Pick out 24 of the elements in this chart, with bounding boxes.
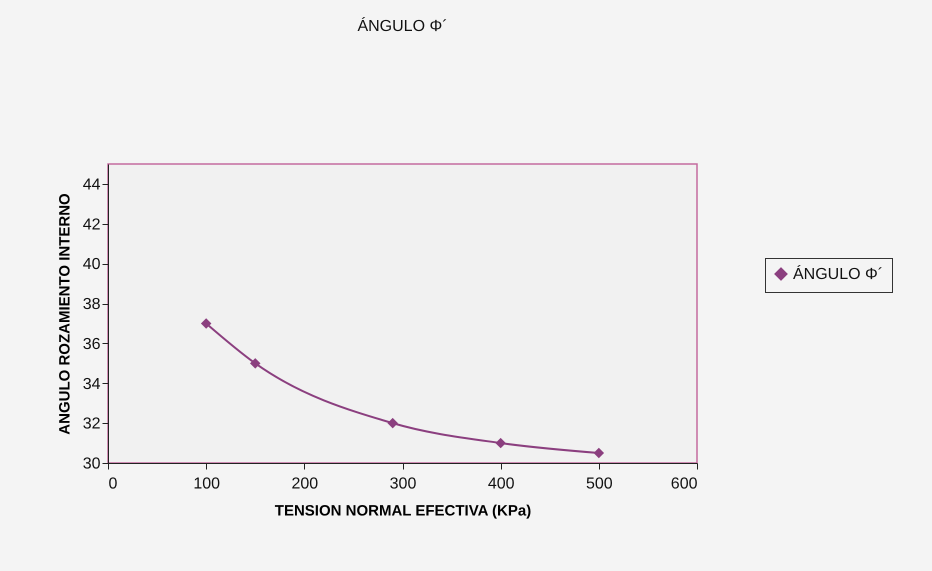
x-tick-label: 0 — [108, 476, 118, 492]
y-tick-label: 36 — [82, 336, 101, 353]
chart-title: ÁNGULO Φ´ — [357, 17, 448, 35]
x-axis-title: TENSION NORMAL EFECTIVA (KPa) — [274, 502, 532, 520]
y-tick-label: 30 — [82, 456, 101, 472]
x-tick-label: 300 — [390, 476, 416, 492]
point — [250, 358, 260, 369]
y-axis-title: ANGULO ROZAMIENTO INTERNO — [56, 192, 74, 435]
y-tick-label: 34 — [82, 376, 101, 393]
y-tick-label: 32 — [82, 416, 101, 433]
x-tick-label: 400 — [488, 476, 515, 492]
point — [387, 418, 398, 428]
y-tick-label: 40 — [82, 256, 101, 274]
y-tick-label: 42 — [82, 216, 101, 234]
y-tick-label: 44 — [82, 176, 101, 194]
x-tick-label: 100 — [193, 476, 220, 492]
legend-label: ÁNGULO Φ´ — [793, 265, 884, 283]
x-tick-label: 500 — [586, 476, 613, 492]
y-tick-label: 38 — [82, 296, 101, 314]
x-tick-label: 600 — [670, 476, 698, 492]
x-tick-label: 200 — [291, 476, 318, 492]
point — [495, 438, 506, 448]
point — [594, 448, 604, 458]
point — [200, 318, 212, 329]
